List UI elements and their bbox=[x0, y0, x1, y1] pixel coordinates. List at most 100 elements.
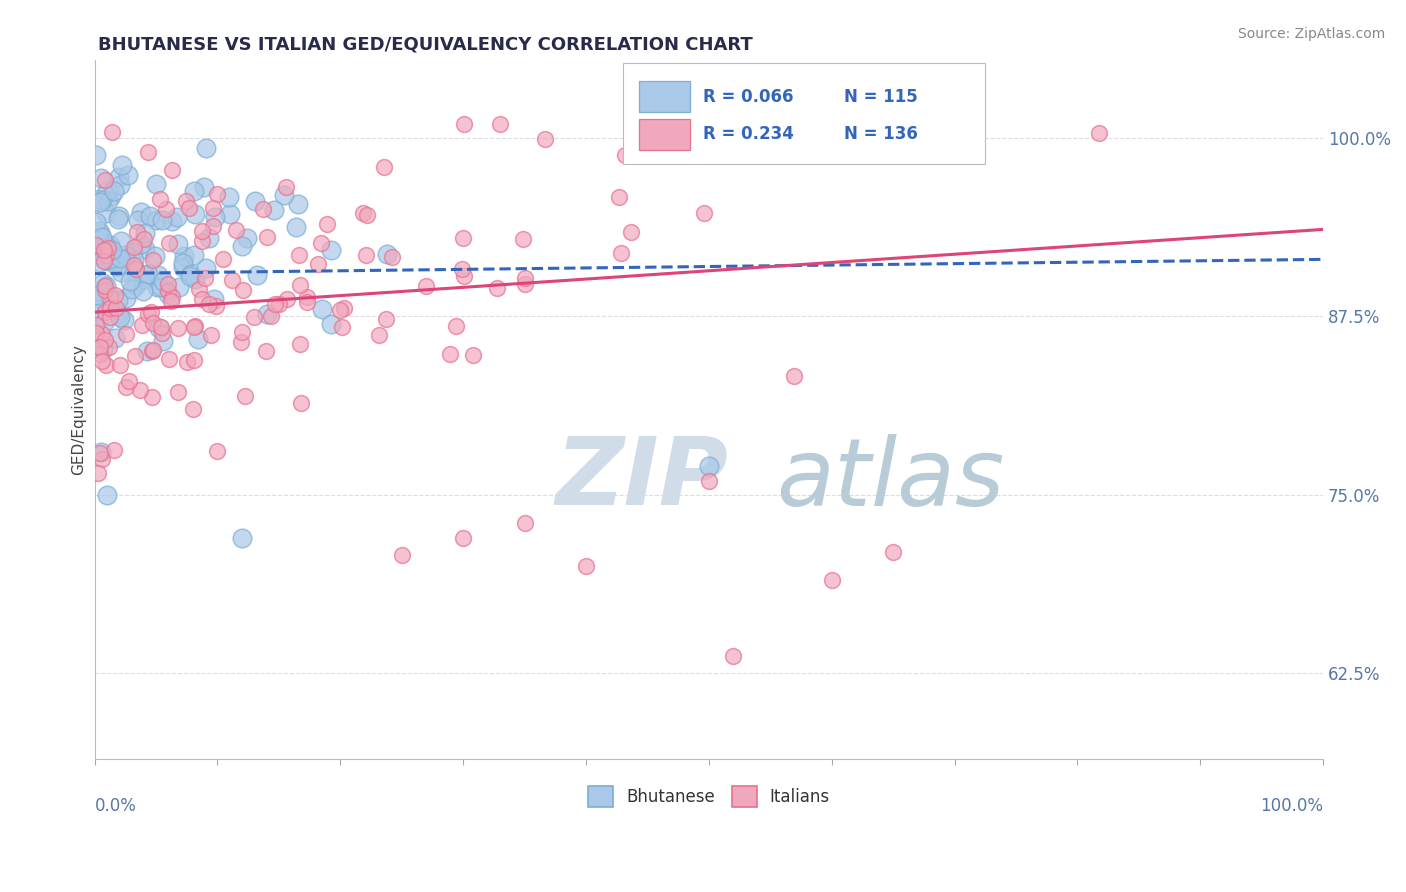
Point bbox=[118, 374, 141, 388]
Point bbox=[108, 251, 131, 265]
Point bbox=[103, 184, 125, 198]
Point bbox=[108, 178, 131, 193]
Point bbox=[187, 332, 209, 346]
Point bbox=[183, 184, 205, 198]
Point bbox=[87, 467, 110, 481]
Point bbox=[174, 194, 197, 208]
Point bbox=[287, 197, 309, 211]
Point bbox=[145, 177, 167, 191]
Point bbox=[162, 213, 184, 227]
Point bbox=[381, 250, 404, 264]
Point bbox=[218, 190, 240, 204]
Point bbox=[183, 352, 205, 367]
Point bbox=[131, 284, 153, 298]
Text: N = 136: N = 136 bbox=[844, 126, 918, 144]
Point bbox=[145, 212, 167, 227]
Point bbox=[453, 269, 475, 284]
Point bbox=[256, 308, 278, 322]
Point bbox=[127, 226, 149, 240]
Point bbox=[274, 179, 297, 194]
Point bbox=[84, 244, 107, 258]
Point bbox=[104, 330, 127, 344]
Point bbox=[108, 359, 131, 373]
Point bbox=[202, 219, 225, 234]
Point bbox=[205, 299, 228, 313]
Point bbox=[225, 223, 247, 237]
Point bbox=[110, 234, 132, 248]
Point bbox=[134, 227, 156, 241]
Point bbox=[620, 225, 643, 239]
Point bbox=[607, 190, 630, 204]
Point bbox=[181, 401, 204, 416]
Point bbox=[115, 327, 138, 342]
Point bbox=[93, 235, 115, 249]
Point bbox=[84, 318, 107, 333]
Point bbox=[139, 209, 162, 223]
Point bbox=[485, 281, 508, 295]
Text: 0.0%: 0.0% bbox=[94, 797, 136, 815]
Point bbox=[461, 349, 484, 363]
Point bbox=[94, 305, 117, 319]
Point bbox=[152, 274, 174, 288]
Point bbox=[352, 206, 374, 220]
Point bbox=[91, 342, 114, 356]
Point bbox=[256, 230, 278, 244]
Point bbox=[245, 194, 267, 209]
Point bbox=[124, 258, 146, 272]
Point bbox=[177, 202, 200, 216]
Point bbox=[107, 211, 129, 226]
Point bbox=[232, 283, 254, 297]
Point bbox=[173, 249, 195, 263]
Point bbox=[260, 309, 283, 323]
Point bbox=[105, 301, 128, 315]
Point bbox=[132, 272, 155, 286]
Point bbox=[90, 451, 112, 466]
Point bbox=[180, 267, 202, 281]
Point bbox=[94, 172, 117, 186]
Point bbox=[290, 396, 312, 410]
Point bbox=[212, 252, 235, 267]
Point bbox=[329, 302, 352, 317]
Point bbox=[105, 259, 128, 273]
FancyBboxPatch shape bbox=[638, 81, 690, 112]
Point bbox=[183, 248, 205, 262]
Point bbox=[120, 274, 142, 288]
Point bbox=[451, 262, 474, 277]
Point bbox=[252, 202, 274, 216]
Point bbox=[136, 145, 159, 160]
Point bbox=[87, 192, 110, 206]
Point bbox=[98, 340, 121, 354]
Point bbox=[330, 319, 353, 334]
Point bbox=[141, 344, 163, 359]
Legend: Bhutanese, Italians: Bhutanese, Italians bbox=[581, 780, 837, 814]
Point bbox=[148, 320, 170, 334]
Point bbox=[152, 326, 174, 340]
Point bbox=[882, 545, 904, 559]
Point bbox=[295, 295, 318, 310]
Point bbox=[156, 284, 179, 298]
Point bbox=[697, 459, 720, 474]
Point bbox=[146, 268, 169, 282]
Point bbox=[97, 254, 120, 268]
Point bbox=[136, 267, 159, 281]
Point bbox=[290, 337, 312, 351]
Point bbox=[96, 488, 118, 502]
Point bbox=[132, 232, 155, 246]
Point bbox=[166, 237, 188, 252]
Point bbox=[122, 252, 145, 267]
Point bbox=[373, 161, 395, 175]
Point bbox=[439, 346, 461, 360]
Point bbox=[354, 248, 377, 262]
Point bbox=[94, 283, 117, 297]
Point bbox=[94, 299, 117, 313]
Point bbox=[114, 380, 136, 394]
Point bbox=[513, 270, 536, 285]
Point bbox=[97, 194, 120, 208]
Point bbox=[86, 284, 108, 298]
Point bbox=[201, 202, 224, 216]
Point bbox=[204, 210, 226, 224]
Point bbox=[167, 320, 190, 334]
Point bbox=[129, 236, 152, 251]
Point bbox=[89, 226, 111, 240]
Text: N = 115: N = 115 bbox=[844, 87, 918, 105]
